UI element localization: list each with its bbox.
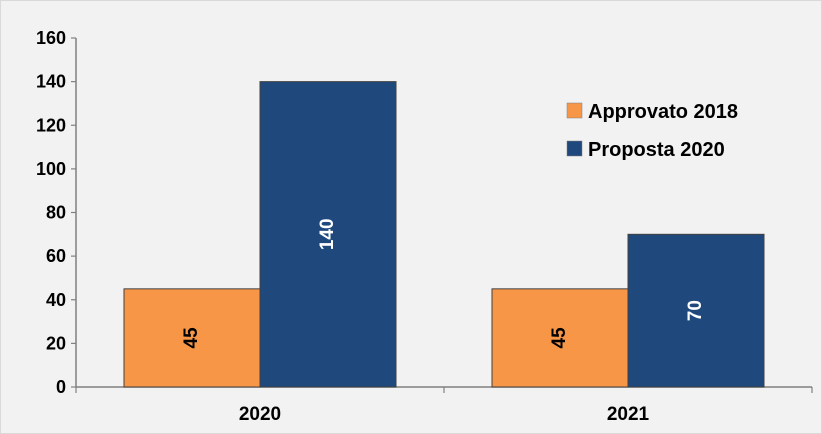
x-axis-categories: 2020 2021	[75, 387, 813, 425]
bars: 45 140 45 70	[123, 81, 765, 388]
bar-approvato-2021	[491, 288, 629, 388]
data-label: 45	[181, 327, 202, 349]
y-axis-ticks: 0 20 40 60 80 100 120 140 160	[36, 28, 76, 397]
data-label: 45	[549, 327, 570, 349]
y-tick-label: 140	[36, 72, 66, 92]
legend-label-approvato: Approvato 2018	[588, 101, 738, 123]
bar-approvato-2020	[123, 288, 261, 388]
bar-proposta-2021	[627, 233, 765, 388]
legend-swatch-proposta	[566, 140, 583, 157]
legend: Approvato 2018 Proposta 2020	[566, 101, 738, 161]
bar-proposta-2020	[259, 81, 397, 388]
data-label: 140	[317, 218, 338, 250]
y-tick-label: 20	[46, 333, 66, 353]
y-tick-label: 160	[36, 28, 66, 48]
x-category-label: 2020	[239, 404, 281, 425]
y-tick-label: 100	[36, 159, 66, 179]
legend-label-proposta: Proposta 2020	[588, 139, 725, 161]
x-category-label: 2021	[607, 404, 650, 425]
data-label: 70	[685, 300, 706, 321]
y-tick-label: 40	[46, 290, 66, 310]
y-tick-label: 0	[56, 377, 66, 397]
y-tick-label: 120	[36, 115, 66, 135]
y-tick-label: 80	[46, 203, 66, 223]
y-tick-label: 60	[46, 246, 66, 266]
legend-swatch-approvato	[566, 102, 583, 119]
